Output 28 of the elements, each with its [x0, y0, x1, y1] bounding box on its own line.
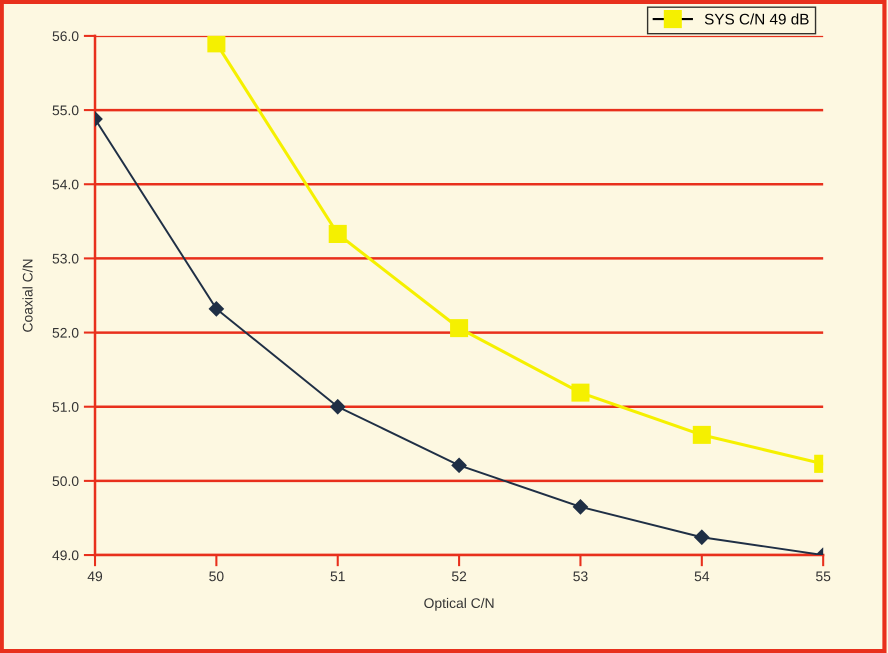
- x-tick-label: 52: [452, 571, 466, 582]
- point: [208, 301, 224, 316]
- x-tick-label: 55: [816, 572, 830, 582]
- point: [571, 384, 590, 402]
- y-tick-label: 55.0: [52, 105, 79, 116]
- x-tick-label: 54: [694, 572, 710, 582]
- x-tick-label: 51: [330, 572, 345, 582]
- point: [207, 36, 226, 52]
- point: [330, 399, 346, 414]
- legend-label: SYS C/N 49 dB: [704, 13, 809, 25]
- y-tick-label: 56.0: [52, 31, 79, 42]
- point: [328, 224, 347, 243]
- y-tick-label: 51.0: [52, 402, 79, 412]
- x-tick-label: 49: [88, 571, 102, 582]
- point: [692, 426, 711, 444]
- point: [452, 458, 467, 473]
- y-tick-label: 54.0: [52, 180, 79, 190]
- point: [572, 499, 588, 514]
- x-tick-label: 50: [209, 571, 224, 582]
- x-tick-label: 53: [573, 571, 588, 582]
- point: [694, 530, 710, 545]
- y-tick-label: 53.0: [52, 254, 79, 264]
- y-tick-label: 50.0: [52, 476, 79, 486]
- y-tick-label: 52.0: [52, 328, 79, 338]
- y-tick-label: 49.0: [52, 550, 79, 560]
- x-axis-title: Optical C/N: [424, 598, 494, 611]
- y-axis-title: Coaxial C/N: [22, 260, 33, 332]
- point: [450, 319, 468, 338]
